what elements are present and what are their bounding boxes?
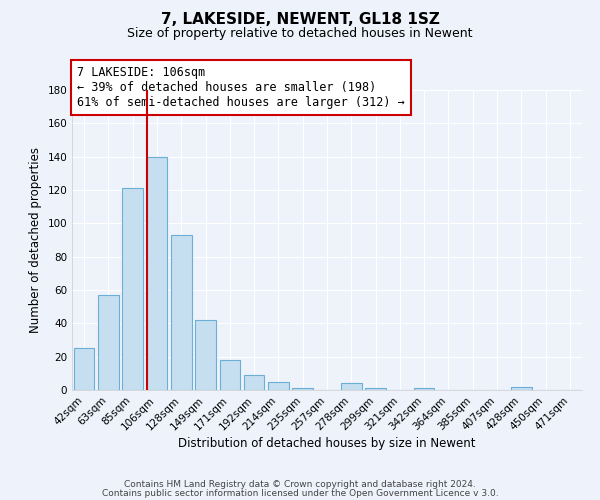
Bar — [220, 360, 240, 390]
Bar — [74, 348, 94, 390]
Bar — [292, 388, 313, 390]
Bar — [365, 388, 386, 390]
Bar — [195, 320, 216, 390]
Bar — [341, 384, 362, 390]
Bar — [98, 295, 119, 390]
Bar — [414, 388, 434, 390]
Bar — [122, 188, 143, 390]
X-axis label: Distribution of detached houses by size in Newent: Distribution of detached houses by size … — [178, 438, 476, 450]
Bar — [171, 235, 191, 390]
Text: Size of property relative to detached houses in Newent: Size of property relative to detached ho… — [127, 28, 473, 40]
Text: 7, LAKESIDE, NEWENT, GL18 1SZ: 7, LAKESIDE, NEWENT, GL18 1SZ — [161, 12, 439, 28]
Bar — [268, 382, 289, 390]
Text: 7 LAKESIDE: 106sqm
← 39% of detached houses are smaller (198)
61% of semi-detach: 7 LAKESIDE: 106sqm ← 39% of detached hou… — [77, 66, 405, 109]
Bar — [244, 375, 265, 390]
Bar — [511, 386, 532, 390]
Bar — [146, 156, 167, 390]
Y-axis label: Number of detached properties: Number of detached properties — [29, 147, 42, 333]
Text: Contains HM Land Registry data © Crown copyright and database right 2024.: Contains HM Land Registry data © Crown c… — [124, 480, 476, 489]
Text: Contains public sector information licensed under the Open Government Licence v : Contains public sector information licen… — [101, 488, 499, 498]
